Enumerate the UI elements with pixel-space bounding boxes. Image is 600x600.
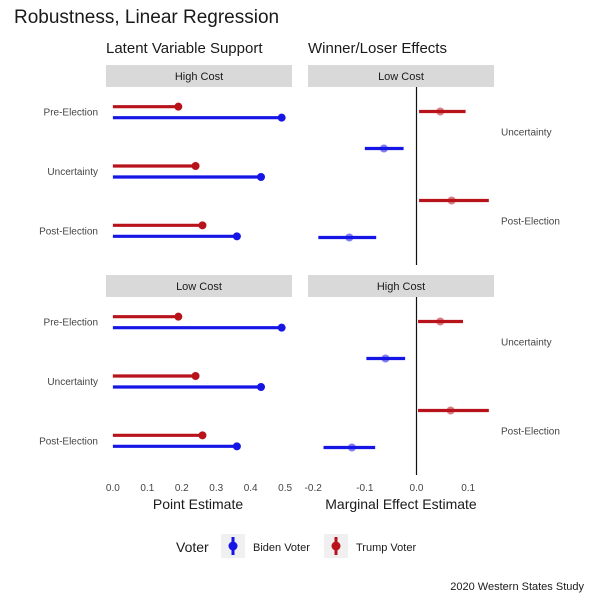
bar-point [257,173,265,181]
bar-point [174,102,183,111]
bar-point [198,431,207,440]
x-tick-label: 0.1 [140,483,154,494]
estimate-point [446,406,455,415]
bar-point [198,221,207,230]
estimate-point [379,144,388,153]
category-label: Post-Election [39,436,98,447]
strip-background [106,275,292,297]
x-tick-label: 0.1 [461,483,475,494]
bar-point [232,232,241,241]
estimate-point [436,107,445,116]
estimate-point [447,196,456,205]
strip-background [308,275,494,297]
x-tick-label: -0.2 [305,483,323,494]
legend-label-biden: Biden Voter [253,542,310,554]
strip-background [308,65,494,87]
bar-point [191,162,200,170]
panel-bottom-left: Low Cost Pre-Election Uncertainty Post-Elec… [39,275,292,494]
right-column-title: Winner/Loser Effects [308,40,447,57]
bar-point [257,383,265,391]
bar-point [232,442,241,451]
estimate-point [381,354,390,363]
strip-label: Low Cost [378,71,424,83]
x-tick-label: 0.3 [209,483,223,494]
legend-label-trump: Trump Voter [356,542,416,554]
estimate-point [347,443,356,452]
category-label: Uncertainty [47,167,98,178]
bar-point [191,372,200,380]
category-label: Pre-Election [44,318,98,329]
left-x-axis-title: Point Estimate [153,496,243,512]
legend-title: Voter [176,539,209,555]
legend-item-biden: Biden Voter [221,534,310,558]
category-label: Post-Election [501,217,560,228]
estimate-point [345,233,354,242]
legend: Voter Biden Voter Trump Voter [176,534,416,558]
x-tick-label: -0.1 [356,483,374,494]
x-tick-label: 0.0 [410,483,424,494]
legend-key-dot [228,541,238,551]
bar-point [174,312,183,321]
bar-point [277,113,286,122]
panel-top-right: Low Cost Uncertainty Post-Election [308,65,560,265]
panels: High Cost Pre-Election Uncertainty Post-Ele… [39,65,560,494]
strip-label: High Cost [377,281,425,293]
estimate-point [436,317,445,326]
category-label: Uncertainty [501,128,552,139]
category-label: Pre-Election [44,108,98,119]
left-column-title: Latent Variable Support [106,40,263,57]
category-label: Post-Election [39,226,98,237]
category-label: Uncertainty [47,377,98,388]
x-tick-label: 0.4 [244,483,258,494]
strip-background [106,65,292,87]
bar-point [277,323,286,332]
strip-label: Low Cost [176,281,222,293]
strip-label: High Cost [175,71,223,83]
figure-title: Robustness, Linear Regression [14,7,279,28]
panel-bottom-right: High Cost Uncertainty Post-Election -0.2 -0.… [305,275,560,494]
x-tick-label: 0.0 [106,483,120,494]
caption: 2020 Western States Study [450,581,584,593]
x-tick-label: 0.5 [278,483,292,494]
legend-item-trump: Trump Voter [324,534,416,558]
right-x-axis-title: Marginal Effect Estimate [325,496,477,512]
x-tick-label: 0.2 [175,483,189,494]
legend-key-dot [331,541,341,551]
panel-top-left: High Cost Pre-Election Uncertainty Post-Ele… [39,65,292,241]
category-label: Post-Election [501,427,560,438]
category-label: Uncertainty [501,338,552,349]
